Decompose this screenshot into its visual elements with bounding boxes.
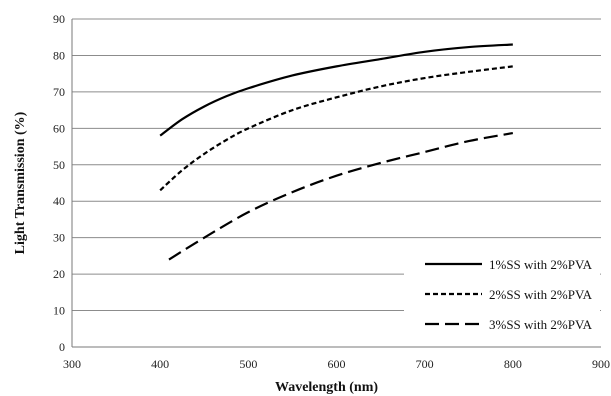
x-tick-label: 800 <box>504 357 522 371</box>
y-axis-title: Light Transmission (%) <box>13 111 28 254</box>
x-tick-label: 400 <box>151 357 169 371</box>
y-tick-label: 60 <box>53 121 65 135</box>
legend-background <box>404 250 600 342</box>
y-tick-label: 50 <box>53 158 65 172</box>
y-tick-labels: 0 10 20 30 40 50 60 70 80 90 <box>53 12 65 354</box>
y-tick-label: 40 <box>53 194 65 208</box>
y-tick-label: 0 <box>59 340 65 354</box>
y-tick-label: 70 <box>53 85 65 99</box>
gridlines <box>72 18 601 312</box>
legend-label-2: 2%SS with 2%PVA <box>489 287 593 302</box>
x-tick-label: 600 <box>328 357 346 371</box>
legend-label-3: 3%SS with 2%PVA <box>489 317 593 332</box>
series-lines <box>159 43 514 261</box>
series-line-1 <box>159 43 513 137</box>
series-line-2 <box>159 65 513 192</box>
series-line-3 <box>168 131 514 261</box>
x-tick-label: 300 <box>63 357 81 371</box>
legend-label-1: 1%SS with 2%PVA <box>489 257 593 272</box>
x-axis-title: Wavelength (nm) <box>275 380 378 395</box>
y-tick-label: 30 <box>53 231 65 245</box>
y-tick-label: 10 <box>53 304 65 318</box>
legend: 1%SS with 2%PVA 2%SS with 2%PVA 3%SS with … <box>404 250 600 342</box>
x-tick-label: 900 <box>592 357 610 371</box>
y-tick-label: 80 <box>53 48 65 62</box>
axes <box>71 19 601 348</box>
y-tick-label: 90 <box>53 12 65 26</box>
x-tick-label: 500 <box>239 357 257 371</box>
x-tick-label: 700 <box>416 357 434 371</box>
y-tick-label: 20 <box>53 267 65 281</box>
x-tick-labels: 300 400 500 600 700 800 900 <box>63 357 610 371</box>
